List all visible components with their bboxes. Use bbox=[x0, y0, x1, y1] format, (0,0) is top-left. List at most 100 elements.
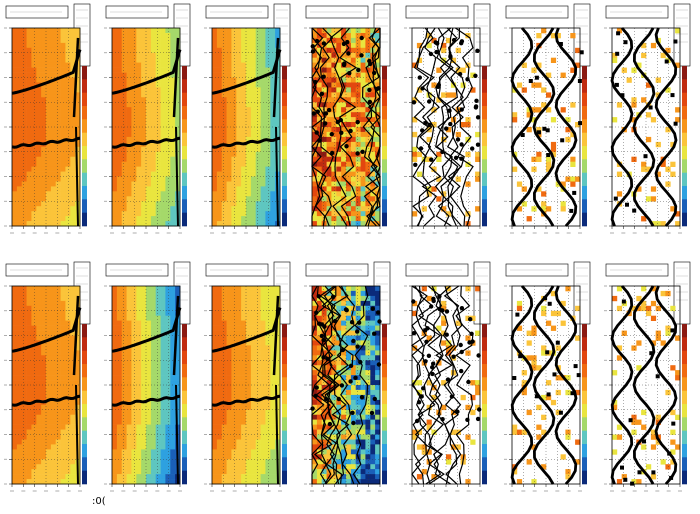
heatmap-cell bbox=[246, 206, 252, 212]
heatmap-cell bbox=[116, 206, 123, 212]
heatmap-cell bbox=[650, 221, 657, 227]
heatmap-cell bbox=[260, 33, 266, 39]
heatmap-cell bbox=[165, 429, 171, 435]
heatmap-cell bbox=[150, 47, 157, 54]
color-scale-step bbox=[382, 166, 387, 173]
heatmap-cell bbox=[321, 136, 327, 143]
heatmap-cell bbox=[241, 191, 247, 197]
heatmap-cell bbox=[365, 82, 371, 88]
heatmap-cell bbox=[150, 330, 157, 336]
wavy-marker bbox=[673, 121, 678, 126]
heatmap-cell bbox=[65, 444, 71, 450]
heatmap-cell bbox=[226, 459, 232, 465]
heatmap-cell bbox=[131, 82, 137, 88]
heatmap-cell bbox=[212, 375, 218, 381]
heatmap-cell bbox=[675, 107, 681, 113]
heatmap-cell bbox=[175, 389, 181, 396]
heatmap-cell bbox=[112, 439, 118, 445]
heatmap-cell bbox=[312, 117, 318, 123]
heatmap-cell bbox=[570, 131, 576, 138]
heatmap-cell bbox=[60, 82, 66, 88]
heatmap-cell bbox=[326, 151, 332, 158]
color-scale-step bbox=[182, 132, 187, 140]
heatmap-cell bbox=[331, 97, 337, 103]
heatmap-cell bbox=[275, 87, 281, 93]
heatmap-cell bbox=[16, 28, 23, 34]
heatmap-cell bbox=[216, 82, 223, 88]
heatmap-cell bbox=[131, 320, 137, 326]
heatmap-cell bbox=[75, 107, 81, 113]
heatmap-cell bbox=[231, 350, 237, 356]
heatmap-cell bbox=[26, 161, 32, 167]
heatmap-cell bbox=[370, 107, 376, 113]
heatmap-cell bbox=[150, 176, 157, 182]
heatmap-cell bbox=[375, 186, 381, 192]
heatmap-cell bbox=[70, 449, 76, 455]
heatmap-cell bbox=[270, 449, 276, 455]
heatmap-cell bbox=[146, 310, 152, 317]
heatmap-cell bbox=[121, 315, 127, 321]
heatmap-cell bbox=[355, 196, 361, 202]
heatmap-cell bbox=[60, 201, 66, 207]
heatmap-cell bbox=[212, 171, 218, 177]
heatmap-cell bbox=[270, 216, 276, 222]
scatter-marker bbox=[475, 115, 481, 120]
heatmap-cell bbox=[150, 424, 157, 430]
heatmap-cell bbox=[126, 131, 132, 138]
heatmap-cell bbox=[146, 201, 152, 207]
heatmap-cell bbox=[265, 325, 271, 331]
heatmap-cell bbox=[70, 62, 76, 68]
heatmap-cell bbox=[212, 459, 218, 465]
heatmap-cell bbox=[250, 345, 257, 351]
heatmap-cell bbox=[160, 201, 166, 207]
heatmap-cell bbox=[26, 176, 32, 182]
heatmap-cell bbox=[50, 286, 57, 292]
heatmap-cell bbox=[255, 57, 261, 63]
heatmap-cell bbox=[250, 444, 257, 450]
heatmap-cell bbox=[331, 117, 337, 123]
heatmap-cell bbox=[331, 216, 337, 222]
heatmap-cell bbox=[55, 439, 61, 445]
heatmap-cell bbox=[16, 459, 23, 465]
heatmap-cell bbox=[321, 92, 327, 98]
heatmap-cell bbox=[170, 131, 176, 138]
heatmap-cell bbox=[121, 370, 127, 376]
heatmap-cell bbox=[165, 419, 171, 425]
heatmap-cell bbox=[112, 221, 118, 227]
heatmap-cell bbox=[31, 127, 37, 133]
heatmap-cell bbox=[26, 370, 32, 376]
heatmap-cell bbox=[50, 375, 57, 381]
heatmap-cell bbox=[12, 290, 18, 297]
heatmap-cell bbox=[131, 146, 137, 153]
heatmap-cell bbox=[212, 47, 218, 54]
heatmap-cell bbox=[70, 156, 76, 162]
heatmap-cell bbox=[212, 370, 218, 376]
heatmap-cell bbox=[146, 112, 152, 118]
heatmap-cell bbox=[360, 131, 366, 138]
heatmap-cell bbox=[231, 166, 237, 172]
heatmap-cell bbox=[65, 127, 71, 133]
heatmap-cell bbox=[246, 52, 252, 59]
heatmap-cell bbox=[475, 176, 481, 182]
scatter-marker bbox=[376, 86, 381, 91]
heatmap-cell bbox=[270, 102, 276, 108]
heatmap-cell bbox=[255, 191, 261, 197]
heatmap-cell bbox=[136, 350, 142, 356]
heatmap-cell bbox=[226, 295, 232, 302]
heatmap-cell bbox=[346, 191, 352, 197]
heatmap-cell bbox=[21, 474, 27, 480]
heatmap-cell bbox=[260, 459, 266, 465]
heatmap-cell bbox=[241, 97, 247, 103]
heatmap-cell bbox=[70, 57, 76, 63]
heatmap-cell bbox=[341, 77, 347, 83]
heatmap-cell bbox=[50, 444, 57, 450]
heatmap-cell bbox=[646, 196, 652, 202]
heatmap-cell bbox=[55, 360, 61, 366]
heatmap-cell bbox=[212, 310, 218, 317]
color-scale-step bbox=[182, 199, 187, 207]
heatmap-cell bbox=[260, 424, 266, 430]
heatmap-cell bbox=[365, 97, 371, 103]
heatmap-cell bbox=[321, 87, 327, 93]
heatmap-cell bbox=[41, 136, 47, 143]
heatmap-cell bbox=[136, 464, 142, 470]
